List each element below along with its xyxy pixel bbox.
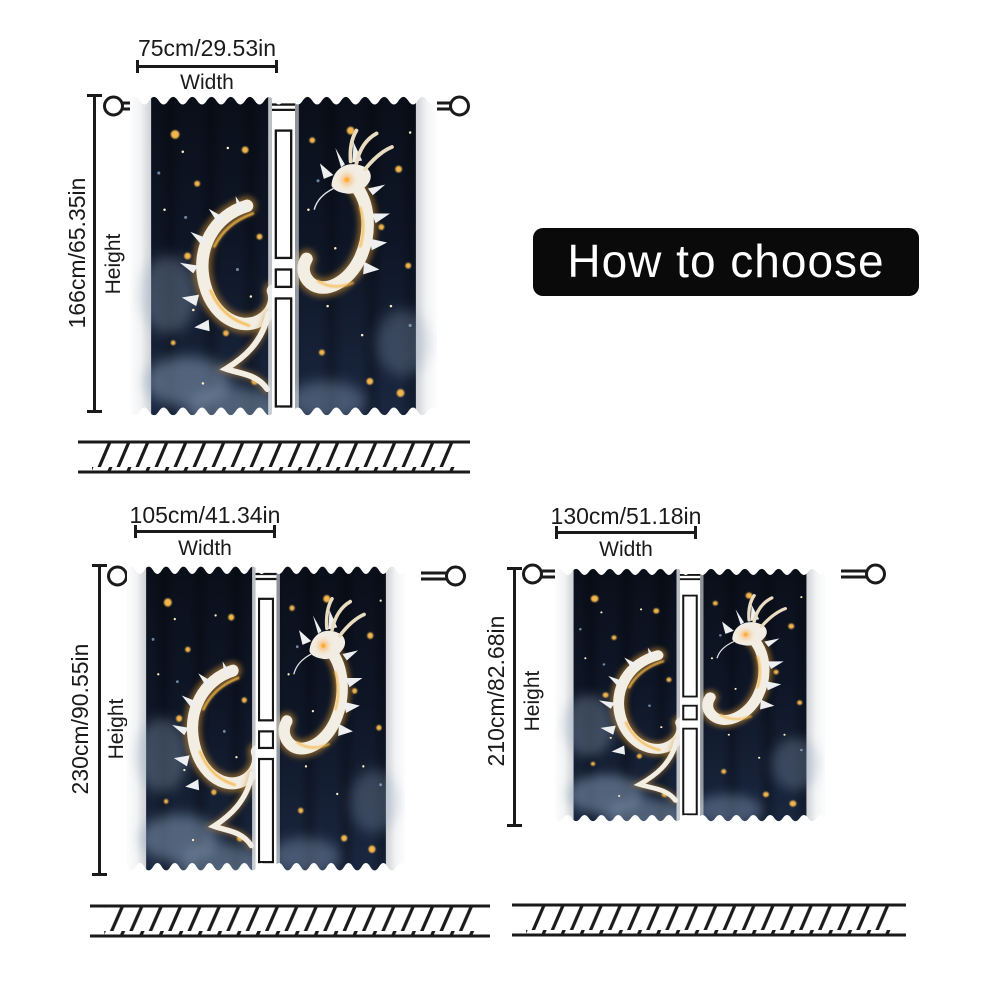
- curtain-graphic: [555, 565, 825, 825]
- width-dimension-line: [134, 525, 276, 538]
- width-measurement: 105cm/41.34in: [129, 502, 281, 528]
- width-measurement: 75cm/29.53in: [137, 35, 277, 61]
- height-label: Height: [105, 698, 128, 760]
- floor-hatch: [512, 903, 906, 937]
- width-label: Width: [178, 537, 232, 560]
- height-measurement: 230cm/90.55in: [67, 643, 93, 795]
- rod-finial-right-icon: [421, 565, 466, 587]
- rod-finial-right-icon: [841, 563, 886, 585]
- height-label: Height: [102, 233, 125, 295]
- floor-hatch: [78, 440, 470, 474]
- width-label: Width: [599, 538, 653, 561]
- height-dimension-line: [92, 564, 107, 876]
- width-dimension-line: [136, 60, 278, 73]
- width-label: Width: [180, 71, 234, 94]
- how-to-choose-banner: How to choose: [533, 228, 919, 296]
- height-measurement: 210cm/82.68in: [483, 615, 509, 767]
- curtain-graphic: [130, 92, 437, 420]
- curtain-graphic: [127, 562, 405, 875]
- width-dimension-line: [555, 526, 697, 539]
- height-label: Height: [521, 670, 544, 732]
- width-measurement: 130cm/51.18in: [550, 503, 702, 529]
- height-measurement: 166cm/65.35in: [64, 177, 90, 329]
- height-dimension-line: [87, 94, 102, 413]
- floor-hatch: [90, 904, 490, 938]
- height-dimension-line: [507, 567, 522, 827]
